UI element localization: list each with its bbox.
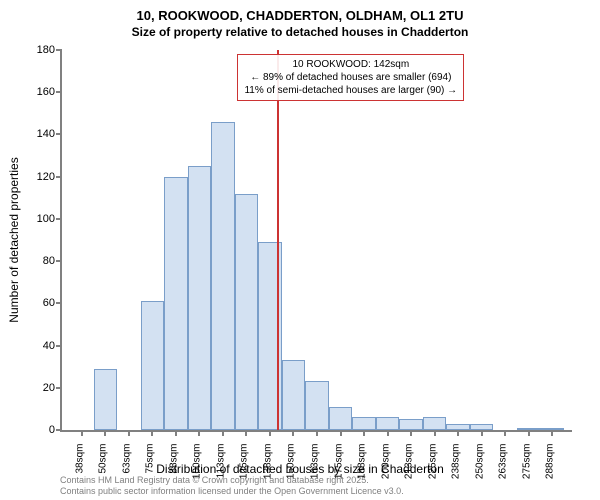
x-tick-label: 113sqm	[215, 444, 226, 494]
x-tick-mark	[104, 430, 106, 436]
x-tick-label: 88sqm	[168, 444, 179, 494]
x-tick-mark	[245, 430, 247, 436]
x-tick-mark	[504, 430, 506, 436]
annotation-line-3: 11% of semi-detached houses are larger (…	[244, 84, 457, 97]
histogram-bar	[305, 381, 329, 430]
y-tick-label: 20	[43, 382, 55, 394]
histogram-bar	[399, 419, 423, 430]
y-tick-label: 40	[43, 340, 55, 352]
y-tick-mark	[56, 91, 62, 93]
x-tick-mark	[387, 430, 389, 436]
histogram-bar	[376, 417, 400, 430]
x-tick-label: 138sqm	[262, 444, 273, 494]
x-tick-mark	[222, 430, 224, 436]
chart-title: 10, ROOKWOOD, CHADDERTON, OLDHAM, OL1 2T…	[0, 0, 600, 25]
x-tick-label: 38sqm	[74, 444, 85, 494]
footer-attribution: Contains HM Land Registry data © Crown c…	[60, 475, 404, 497]
x-tick-mark	[269, 430, 271, 436]
footer-line-1: Contains HM Land Registry data © Crown c…	[60, 475, 404, 486]
y-tick-label: 140	[37, 128, 55, 140]
histogram-bar	[282, 360, 306, 430]
y-axis-label: Number of detached properties	[7, 157, 21, 322]
y-tick-label: 160	[37, 86, 55, 98]
y-tick-label: 100	[37, 213, 55, 225]
histogram-bar	[235, 194, 259, 430]
y-tick-mark	[56, 133, 62, 135]
y-tick-label: 60	[43, 297, 55, 309]
x-tick-label: 175sqm	[333, 444, 344, 494]
histogram-bar	[94, 369, 118, 430]
x-tick-label: 263sqm	[498, 444, 509, 494]
x-tick-mark	[81, 430, 83, 436]
x-tick-mark	[528, 430, 530, 436]
x-tick-label: 163sqm	[310, 444, 321, 494]
histogram-bar	[352, 417, 376, 430]
y-tick-mark	[56, 49, 62, 51]
x-tick-mark	[434, 430, 436, 436]
y-tick-mark	[56, 387, 62, 389]
x-tick-label: 200sqm	[380, 444, 391, 494]
y-tick-label: 120	[37, 171, 55, 183]
histogram-bar	[141, 301, 165, 430]
x-tick-mark	[481, 430, 483, 436]
x-axis-label: Distribution of detached houses by size …	[0, 462, 600, 476]
x-tick-label: 63sqm	[121, 444, 132, 494]
x-tick-mark	[128, 430, 130, 436]
y-tick-mark	[56, 260, 62, 262]
x-tick-label: 238sqm	[451, 444, 462, 494]
x-tick-label: 288sqm	[545, 444, 556, 494]
x-tick-label: 250sqm	[474, 444, 485, 494]
x-tick-mark	[316, 430, 318, 436]
chart-subtitle: Size of property relative to detached ho…	[0, 25, 600, 39]
y-tick-mark	[56, 176, 62, 178]
annotation-line-2: ← 89% of detached houses are smaller (69…	[244, 71, 457, 84]
y-tick-label: 80	[43, 255, 55, 267]
histogram-bar	[211, 122, 235, 430]
annotation-line-1: 10 ROOKWOOD: 142sqm	[244, 58, 457, 71]
x-tick-label: 225sqm	[427, 444, 438, 494]
histogram-bar	[188, 166, 212, 430]
y-tick-mark	[56, 218, 62, 220]
y-tick-mark	[56, 429, 62, 431]
x-tick-mark	[198, 430, 200, 436]
footer-line-2: Contains public sector information licen…	[60, 486, 404, 497]
x-tick-mark	[551, 430, 553, 436]
x-tick-mark	[410, 430, 412, 436]
x-tick-mark	[340, 430, 342, 436]
x-tick-label: 75sqm	[145, 444, 156, 494]
histogram-bar	[423, 417, 447, 430]
reference-line	[277, 50, 279, 430]
x-tick-mark	[175, 430, 177, 436]
plot-area: 10 ROOKWOOD: 142sqm← 89% of detached hou…	[60, 50, 572, 432]
x-tick-mark	[151, 430, 153, 436]
x-tick-mark	[363, 430, 365, 436]
x-tick-label: 213sqm	[404, 444, 415, 494]
x-tick-label: 275sqm	[521, 444, 532, 494]
x-tick-label: 150sqm	[286, 444, 297, 494]
x-tick-label: 188sqm	[357, 444, 368, 494]
y-tick-label: 0	[49, 424, 55, 436]
histogram-bar	[164, 177, 188, 430]
annotation-box: 10 ROOKWOOD: 142sqm← 89% of detached hou…	[237, 54, 464, 101]
x-tick-mark	[292, 430, 294, 436]
y-tick-mark	[56, 302, 62, 304]
chart-container: 10, ROOKWOOD, CHADDERTON, OLDHAM, OL1 2T…	[0, 0, 600, 500]
x-tick-label: 50sqm	[98, 444, 109, 494]
histogram-bar	[329, 407, 353, 430]
x-tick-label: 125sqm	[239, 444, 250, 494]
y-tick-label: 180	[37, 44, 55, 56]
x-tick-mark	[457, 430, 459, 436]
x-tick-label: 100sqm	[192, 444, 203, 494]
y-tick-mark	[56, 345, 62, 347]
